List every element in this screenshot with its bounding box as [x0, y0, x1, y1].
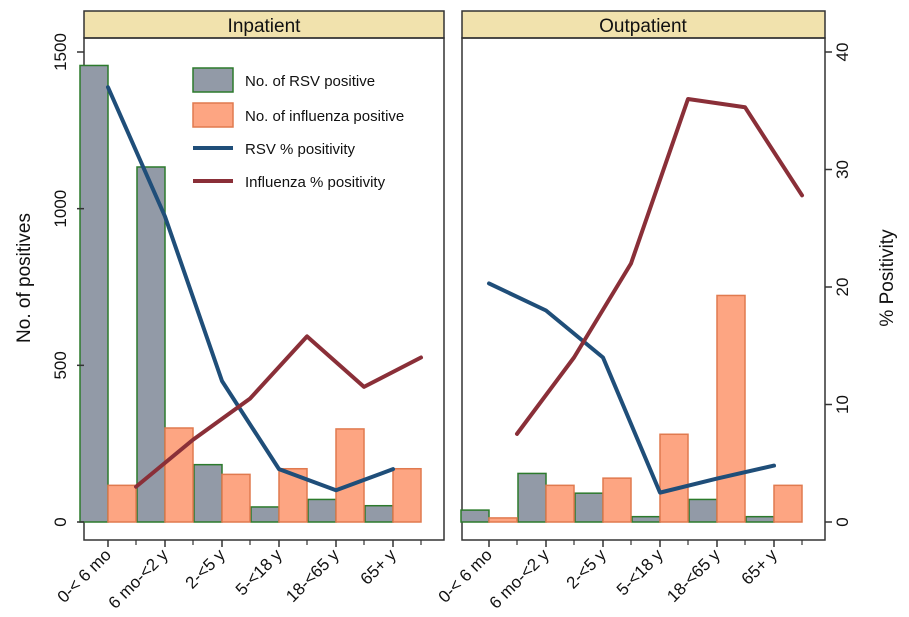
- panel-title-inpatient: Inpatient: [228, 16, 302, 37]
- panel-title-outpatient: Outpatient: [599, 16, 687, 37]
- panel-header-inpatient: Inpatient: [83, 10, 445, 39]
- rsv-count-bar-inpatient-5: [364, 504, 394, 523]
- rsv-pct-line-outpatient: [487, 281, 776, 495]
- rsv-count-bar-outpatient-2: [574, 492, 604, 523]
- panel-header-outpatient: Outpatient: [461, 10, 826, 39]
- y-left-tick-label-0: 0: [51, 517, 70, 526]
- panel-frame-outpatient: [461, 37, 826, 541]
- rsv-count-bar-inpatient-4: [307, 498, 337, 523]
- legend-swatch-flu-count: [192, 102, 234, 128]
- legend-swatch-rsv-count: [192, 67, 234, 93]
- y-right-tick-label-0: 0: [833, 517, 852, 526]
- rsv-count-bar-outpatient-5: [745, 515, 775, 523]
- flu-count-bar-outpatient-2: [602, 477, 632, 523]
- y-left-tick-label-3: 1500: [51, 33, 70, 71]
- y-right-axis-title: % Positivity: [877, 229, 898, 327]
- flu-count-bar-outpatient-5: [773, 484, 803, 523]
- legend-label-rsv-count: No. of RSV positive: [245, 73, 375, 90]
- rsv-count-bar-outpatient-0: [460, 509, 490, 523]
- y-right-tick-label-1: 10: [833, 395, 852, 414]
- flu-count-bar-inpatient-5: [392, 467, 422, 523]
- rsv-count-bar-inpatient-2: [193, 463, 223, 523]
- rsv-count-bar-outpatient-3: [631, 515, 661, 523]
- y-right-tick-label-3: 30: [833, 160, 852, 179]
- flu-count-bar-inpatient-2: [221, 473, 251, 523]
- y-right-tick-label-4: 40: [833, 43, 852, 62]
- legend: No. of RSV positive No. of influenza pos…: [192, 67, 404, 191]
- y-left-tick-label-2: 1000: [51, 190, 70, 228]
- legend-label-rsv-pct: RSV % positivity: [245, 141, 356, 158]
- legend-label-flu-count: No. of influenza positive: [245, 108, 404, 125]
- flu-pct-line-outpatient: [515, 97, 804, 436]
- flu-count-bar-outpatient-0: [488, 517, 518, 523]
- rsv-count-bar-inpatient-0: [79, 64, 109, 523]
- rsv-count-bar-inpatient-3: [250, 506, 280, 523]
- y-left-tick-label-1: 500: [51, 351, 70, 379]
- flu-count-bar-outpatient-3: [659, 433, 689, 523]
- rsv-pct-line-inpatient: [106, 85, 395, 493]
- legend-label-flu-pct: Influenza % positivity: [245, 174, 386, 191]
- flu-count-bar-outpatient-1: [545, 484, 575, 523]
- rsv-count-bar-outpatient-4: [688, 498, 718, 523]
- rsv-count-bar-inpatient-1: [136, 166, 166, 523]
- y-left-axis-title: No. of positives: [14, 213, 35, 343]
- flu-count-bar-outpatient-4: [716, 294, 746, 523]
- y-right-tick-label-2: 20: [833, 278, 852, 297]
- chart-marks: [79, 64, 804, 523]
- rsv-count-bar-outpatient-1: [517, 472, 547, 523]
- flu-pct-line-inpatient: [134, 334, 423, 489]
- flu-count-bar-inpatient-4: [335, 428, 365, 523]
- flu-count-bar-inpatient-0: [107, 484, 137, 523]
